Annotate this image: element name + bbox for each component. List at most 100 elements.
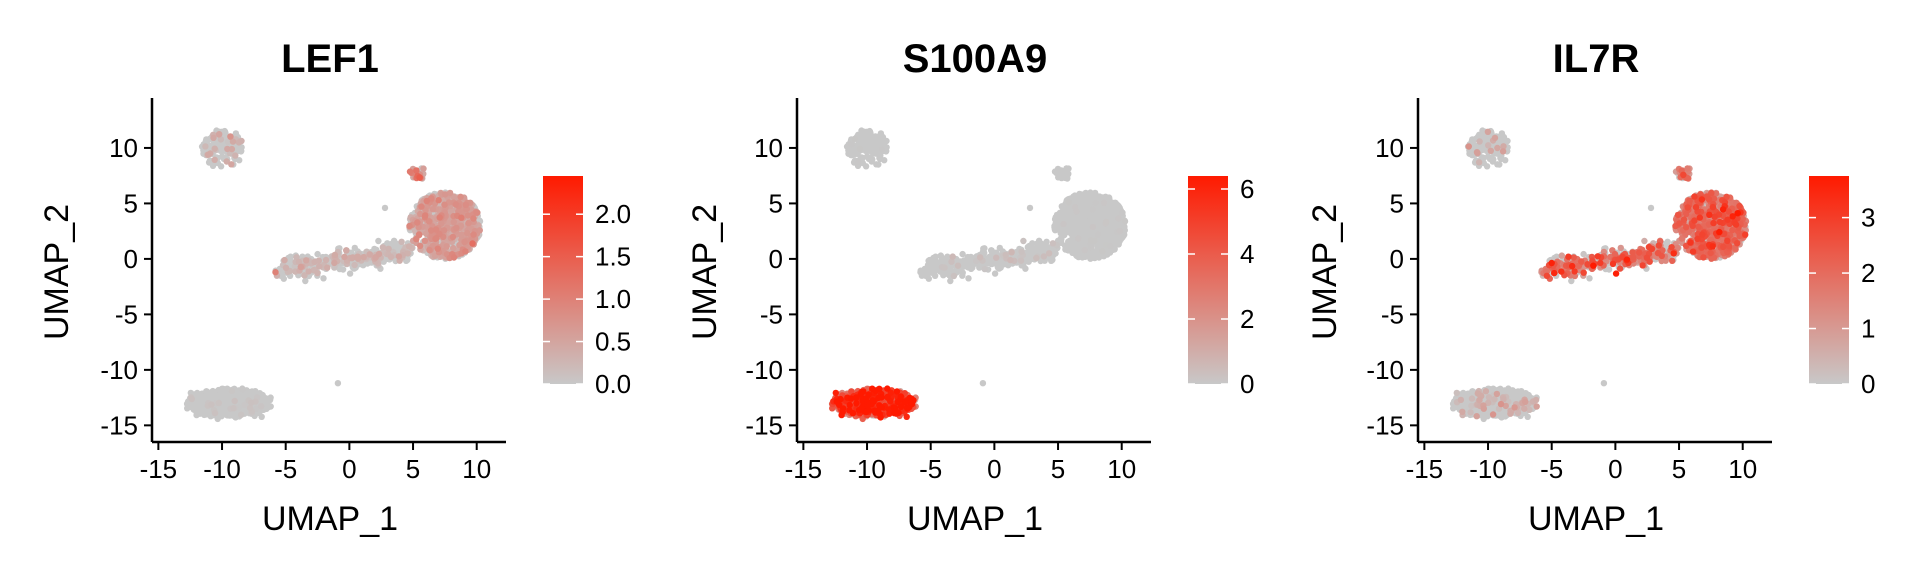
cell-point — [892, 407, 899, 414]
cell-point — [187, 389, 194, 397]
cell-point — [375, 237, 382, 245]
cell-point — [450, 244, 457, 252]
x-tick-label: 5 — [406, 454, 420, 484]
cell-point — [976, 254, 984, 261]
cell-point — [991, 270, 999, 277]
cell-point — [405, 243, 413, 250]
cell-point — [860, 388, 867, 395]
cell-point — [949, 253, 956, 260]
cell-point — [234, 145, 241, 152]
cell-point — [220, 389, 228, 396]
cell-point — [395, 253, 403, 260]
cell-point — [860, 128, 868, 135]
cell-point — [1586, 275, 1593, 282]
cell-point — [258, 403, 265, 410]
cell-point — [215, 399, 222, 407]
cell-point — [1077, 224, 1085, 231]
cell-point — [846, 401, 853, 409]
cell-point — [1069, 223, 1076, 231]
cell-point — [228, 145, 236, 153]
cell-point — [1070, 218, 1078, 225]
cell-point — [884, 393, 891, 401]
cell-point — [856, 145, 863, 152]
cell-point — [877, 414, 884, 421]
y-axis-title: UMAP_2 — [1306, 204, 1344, 340]
cell-point — [979, 380, 987, 387]
cell-point — [216, 131, 223, 138]
cell-point — [854, 159, 862, 166]
cell-point — [406, 168, 414, 175]
cell-point — [875, 161, 882, 168]
legend-tick-label: 2 — [1240, 304, 1254, 334]
y-tick-label: -5 — [115, 299, 138, 329]
x-tick-label: -5 — [919, 454, 942, 484]
cell-point — [458, 214, 465, 221]
cell-point — [348, 249, 355, 256]
cell-point — [876, 155, 884, 162]
cell-point — [1086, 201, 1093, 208]
cell-point — [1087, 237, 1095, 244]
cell-point — [993, 254, 1000, 261]
cell-point — [462, 248, 469, 255]
cell-point — [1073, 208, 1080, 215]
cell-point — [379, 244, 387, 251]
cell-point — [322, 256, 330, 264]
x-tick-label: -15 — [140, 454, 178, 484]
legend-colorbar — [1188, 176, 1228, 384]
y-tick-label: 5 — [769, 188, 783, 218]
y-tick-label: 10 — [754, 133, 783, 163]
panel-s100a9: S100A9 UMAP_1 UMAP_2 -15 -10 -5 0 5 10-15-10-… — [686, 37, 1254, 538]
y-tick-label: 0 — [124, 244, 138, 274]
cell-point — [315, 257, 322, 264]
y-tick-label: -5 — [760, 299, 783, 329]
cell-point — [869, 397, 876, 404]
cell-point — [959, 272, 966, 279]
cell-point — [1007, 256, 1014, 264]
cell-point — [302, 277, 309, 285]
cell-point — [208, 401, 215, 408]
cell-point — [414, 219, 421, 226]
y-tick-label: 5 — [124, 188, 138, 218]
cell-point — [423, 197, 430, 205]
x-tick-label: -10 — [203, 454, 241, 484]
x-axis-title: UMAP_1 — [907, 500, 1043, 538]
cell-point — [1500, 133, 1508, 141]
x-tick-label: -10 — [848, 454, 886, 484]
cell-point — [341, 253, 348, 261]
cell-point — [458, 231, 465, 238]
cell-point — [1026, 204, 1034, 212]
cell-point — [995, 265, 1003, 272]
scatter-points — [828, 127, 1129, 423]
cell-point — [1092, 199, 1099, 207]
cell-point — [436, 214, 443, 221]
cell-point — [450, 254, 458, 261]
cell-point — [464, 229, 471, 237]
cell-point — [851, 135, 858, 142]
cell-point — [435, 197, 442, 204]
y-tick-label: 0 — [769, 244, 783, 274]
cell-point — [884, 385, 891, 392]
color-legend: 0.00.51.01.52.0 — [543, 176, 631, 399]
cell-point — [923, 267, 930, 274]
cell-point — [351, 261, 358, 269]
cell-point — [1065, 170, 1072, 177]
cell-point — [897, 393, 905, 400]
cell-point — [1052, 250, 1059, 257]
cell-point — [360, 253, 367, 261]
cell-point — [1089, 206, 1096, 213]
cell-point — [1107, 243, 1114, 250]
cell-point — [865, 391, 872, 398]
scatter-points — [183, 127, 484, 423]
cell-point — [272, 269, 279, 276]
cell-point — [198, 408, 205, 415]
cell-point — [839, 408, 846, 415]
cell-point — [1076, 191, 1083, 198]
cell-point — [331, 251, 339, 259]
cell-point — [366, 251, 373, 258]
cell-point — [441, 201, 448, 208]
cell-point — [418, 203, 425, 210]
x-axis-title: UMAP_1 — [1528, 500, 1664, 538]
cell-point — [1605, 266, 1613, 273]
cell-point — [204, 151, 212, 158]
